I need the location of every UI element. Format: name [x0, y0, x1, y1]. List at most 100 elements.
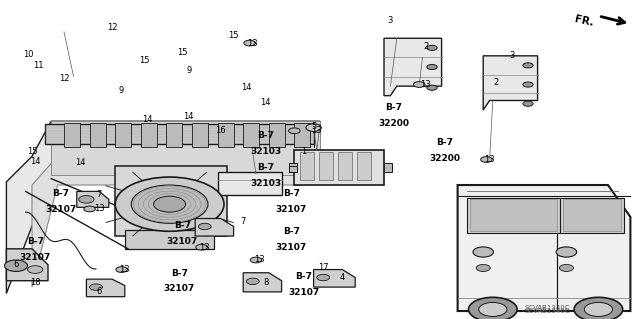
Circle shape: [90, 284, 102, 290]
Text: 32107: 32107: [276, 243, 307, 252]
Circle shape: [116, 267, 127, 272]
Bar: [470, 199, 557, 231]
Text: 16: 16: [216, 126, 226, 135]
Text: B-7: B-7: [257, 163, 274, 172]
Bar: [166, 123, 182, 147]
Circle shape: [427, 45, 437, 50]
Bar: [218, 123, 234, 147]
Text: 32107: 32107: [45, 205, 76, 214]
Polygon shape: [32, 156, 307, 287]
Text: 15: 15: [139, 56, 149, 65]
Bar: [90, 123, 106, 147]
Bar: [192, 123, 208, 147]
Circle shape: [427, 64, 437, 70]
Circle shape: [84, 206, 95, 212]
Bar: [115, 123, 131, 147]
Text: 14: 14: [30, 157, 40, 166]
Text: SCVAB1340C: SCVAB1340C: [524, 308, 570, 314]
Text: B-7: B-7: [385, 103, 402, 112]
Bar: [300, 152, 314, 180]
Circle shape: [413, 82, 425, 87]
Bar: [45, 124, 314, 144]
Text: 11: 11: [33, 61, 44, 70]
Text: 9: 9: [119, 86, 124, 95]
Polygon shape: [6, 121, 320, 293]
Circle shape: [584, 302, 612, 316]
Bar: [125, 230, 214, 249]
Text: 9: 9: [186, 66, 191, 75]
Bar: [563, 199, 621, 231]
Text: 32107: 32107: [167, 237, 198, 246]
Polygon shape: [458, 185, 630, 311]
Bar: [218, 172, 282, 195]
Bar: [338, 152, 352, 180]
Bar: [560, 198, 624, 233]
Text: B-7: B-7: [283, 227, 300, 236]
Text: 12: 12: [107, 23, 117, 32]
Text: 6: 6: [13, 260, 19, 269]
Text: 2: 2: [423, 42, 428, 51]
Circle shape: [79, 196, 94, 203]
Text: 14: 14: [142, 115, 152, 124]
Text: B-7: B-7: [436, 138, 453, 147]
Circle shape: [476, 264, 490, 271]
Polygon shape: [314, 270, 355, 287]
Polygon shape: [77, 191, 109, 207]
Text: B-7: B-7: [296, 272, 312, 281]
Circle shape: [556, 247, 577, 257]
Polygon shape: [384, 38, 442, 96]
Polygon shape: [195, 219, 234, 236]
Text: 7: 7: [97, 190, 102, 199]
Polygon shape: [243, 273, 282, 292]
Circle shape: [131, 185, 208, 223]
Text: 14: 14: [184, 112, 194, 121]
Bar: [64, 123, 80, 147]
Text: 6: 6: [97, 287, 102, 296]
Text: 8: 8: [263, 278, 268, 287]
Text: B-7: B-7: [257, 131, 274, 140]
Circle shape: [559, 264, 573, 271]
Text: B-7: B-7: [171, 269, 188, 278]
Text: 15: 15: [177, 48, 188, 57]
Polygon shape: [51, 121, 320, 175]
Text: 13: 13: [420, 80, 431, 89]
Circle shape: [250, 257, 262, 263]
Circle shape: [473, 247, 493, 257]
Text: 12: 12: [59, 74, 69, 83]
Circle shape: [306, 124, 321, 131]
Text: 14: 14: [260, 98, 271, 107]
Text: 13: 13: [200, 243, 210, 252]
Text: 32107: 32107: [164, 285, 195, 293]
Circle shape: [574, 297, 623, 319]
Circle shape: [28, 266, 43, 273]
Text: 2: 2: [493, 78, 499, 87]
Circle shape: [523, 82, 533, 87]
Circle shape: [198, 223, 211, 230]
Bar: [384, 163, 392, 172]
Circle shape: [289, 128, 300, 134]
Polygon shape: [483, 56, 538, 110]
Text: 15: 15: [27, 147, 37, 156]
Text: 32200: 32200: [429, 154, 460, 163]
Text: 5: 5: [311, 122, 316, 130]
Text: 1: 1: [301, 147, 307, 156]
Bar: [289, 166, 297, 172]
Circle shape: [196, 244, 207, 250]
Text: 14: 14: [75, 158, 85, 167]
Circle shape: [427, 85, 437, 90]
Text: 4: 4: [340, 273, 345, 282]
Polygon shape: [6, 249, 48, 281]
Circle shape: [154, 196, 186, 212]
Text: 13: 13: [484, 155, 495, 164]
Bar: [294, 123, 310, 147]
Bar: [243, 123, 259, 147]
Text: 32107: 32107: [276, 205, 307, 214]
Text: 32107: 32107: [289, 288, 319, 297]
Text: 3: 3: [509, 51, 515, 60]
Circle shape: [479, 302, 507, 316]
Text: SCVAB1340C: SCVAB1340C: [524, 305, 570, 311]
Bar: [141, 123, 157, 147]
Bar: [319, 152, 333, 180]
Text: 13: 13: [94, 204, 104, 213]
Circle shape: [468, 297, 517, 319]
